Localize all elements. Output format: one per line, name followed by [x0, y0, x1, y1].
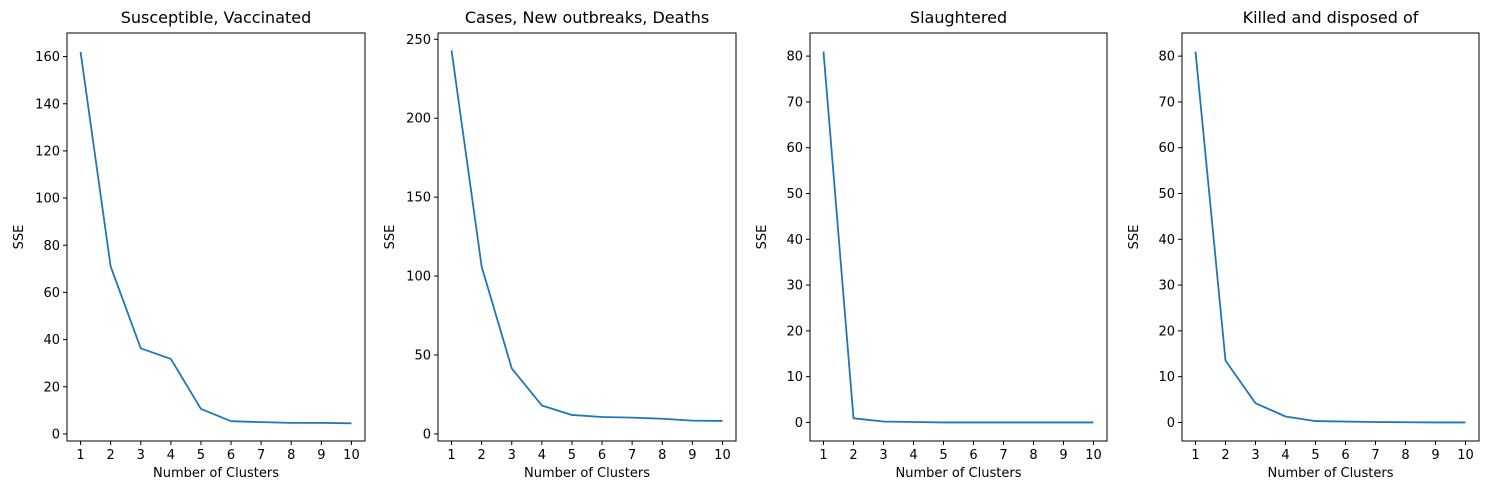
chart-panel-4: 1 2 3 4 5 6 7 8 9 10 0 10 20 30 40 50 60 70 80 Killed and d… [1127, 8, 1480, 481]
x-tick-label: 10 [1457, 448, 1474, 463]
x-tick-label: 5 [568, 448, 576, 463]
x-tick-label: 8 [658, 448, 666, 463]
y-tick-label: 200 [406, 112, 431, 127]
y-tick-label: 10 [1158, 370, 1175, 385]
x-tick-label: 1 [76, 448, 84, 463]
x-axis-label: Number of Clusters [896, 466, 1022, 481]
y-tick-label: 40 [786, 233, 803, 248]
plot-frame [437, 32, 737, 442]
x-tick-label: 2 [107, 448, 115, 463]
x-tick-label: 4 [538, 448, 546, 463]
y-axis-label: SSE [383, 225, 398, 250]
y-tick-label: 60 [1158, 141, 1175, 156]
x-tick-label: 8 [1029, 448, 1037, 463]
y-tick-label: 50 [786, 187, 803, 202]
x-tick-label: 7 [628, 448, 636, 463]
y-tick-label: 40 [43, 333, 60, 348]
x-tick-label: 4 [909, 448, 917, 463]
x-axis-label: Number of Clusters [153, 466, 279, 481]
y-tick-label: 0 [795, 416, 803, 431]
y-tick-label: 10 [786, 370, 803, 385]
x-tick-label: 6 [598, 448, 606, 463]
y-tick-label: 50 [414, 348, 431, 363]
y-tick-label: 30 [1158, 279, 1175, 294]
chart-title: Slaughtered [910, 8, 1007, 27]
x-tick-label: 7 [1371, 448, 1379, 463]
x-tick-label: 10 [714, 448, 731, 463]
x-tick-label: 1 [447, 448, 455, 463]
y-tick-label: 30 [786, 279, 803, 294]
y-tick-label: 50 [1158, 187, 1175, 202]
x-tick-label: 8 [1401, 448, 1409, 463]
plot-frame [809, 32, 1108, 442]
x-tick-label: 2 [849, 448, 857, 463]
y-tick-label: 100 [35, 192, 60, 207]
x-tick-label: 7 [999, 448, 1007, 463]
y-axis-label: SSE [1127, 225, 1142, 250]
x-tick-label: 4 [167, 448, 175, 463]
y-axis-label: SSE [755, 225, 770, 250]
x-tick-label: 3 [137, 448, 145, 463]
x-axis-label: Number of Clusters [524, 466, 650, 481]
x-tick-label: 6 [227, 448, 235, 463]
x-tick-label: 6 [1341, 448, 1349, 463]
x-tick-label: 6 [969, 448, 977, 463]
x-axis-label: Number of Clusters [1268, 466, 1394, 481]
x-tick-label: 9 [1059, 448, 1067, 463]
chart-panel-3: 1 2 3 4 5 6 7 8 9 10 0 10 20 30 40 50 60 70 80 Slaughtered N… [755, 8, 1108, 481]
chart-title: Killed and disposed of [1243, 8, 1419, 27]
y-tick-label: 20 [43, 380, 60, 395]
chart-panel-1: 1 2 3 4 5 6 7 8 9 10020406080100120140160Suscepti… [12, 8, 366, 481]
y-tick-label: 140 [35, 97, 60, 112]
y-tick-label: 150 [406, 191, 431, 206]
x-tick-label: 10 [343, 448, 360, 463]
chart-title: Susceptible, Vaccinated [121, 8, 312, 27]
x-tick-label: 7 [257, 448, 265, 463]
x-tick-label: 9 [688, 448, 696, 463]
x-tick-label: 9 [1431, 448, 1439, 463]
x-tick-label: 1 [819, 448, 827, 463]
x-tick-label: 3 [1251, 448, 1259, 463]
series-line [450, 50, 723, 422]
x-tick-label: 3 [879, 448, 887, 463]
x-tick-label: 5 [939, 448, 947, 463]
plot-frame [66, 32, 366, 442]
x-tick-label: 4 [1281, 448, 1289, 463]
y-tick-label: 80 [1158, 50, 1175, 65]
x-tick-label: 5 [197, 448, 205, 463]
y-tick-label: 70 [786, 95, 803, 110]
y-tick-label: 60 [786, 141, 803, 156]
y-tick-label: 20 [786, 324, 803, 339]
x-tick-label: 5 [1311, 448, 1319, 463]
y-tick-label: 0 [1167, 416, 1175, 431]
y-tick-label: 0 [52, 427, 60, 442]
y-tick-label: 60 [43, 286, 60, 301]
y-tick-label: 0 [423, 427, 431, 442]
y-tick-label: 80 [43, 239, 60, 254]
x-tick-label: 8 [287, 448, 295, 463]
series-line [822, 51, 1094, 424]
x-tick-label: 3 [508, 448, 516, 463]
y-tick-label: 80 [786, 50, 803, 65]
series-line [79, 51, 352, 425]
y-tick-label: 160 [35, 50, 60, 65]
x-tick-label: 1 [1191, 448, 1199, 463]
x-tick-label: 2 [1221, 448, 1229, 463]
series-line [1194, 51, 1466, 424]
y-tick-label: 40 [1158, 233, 1175, 248]
y-tick-label: 250 [406, 33, 431, 48]
y-tick-label: 70 [1158, 95, 1175, 110]
y-tick-label: 20 [1158, 324, 1175, 339]
x-tick-label: 9 [317, 448, 325, 463]
y-axis-label: SSE [12, 225, 27, 250]
chart-title: Cases, New outbreaks, Deaths [465, 8, 709, 27]
y-tick-label: 120 [35, 144, 60, 159]
plot-frame [1181, 32, 1480, 442]
y-tick-label: 100 [406, 270, 431, 285]
x-tick-label: 10 [1085, 448, 1102, 463]
x-tick-label: 2 [478, 448, 486, 463]
